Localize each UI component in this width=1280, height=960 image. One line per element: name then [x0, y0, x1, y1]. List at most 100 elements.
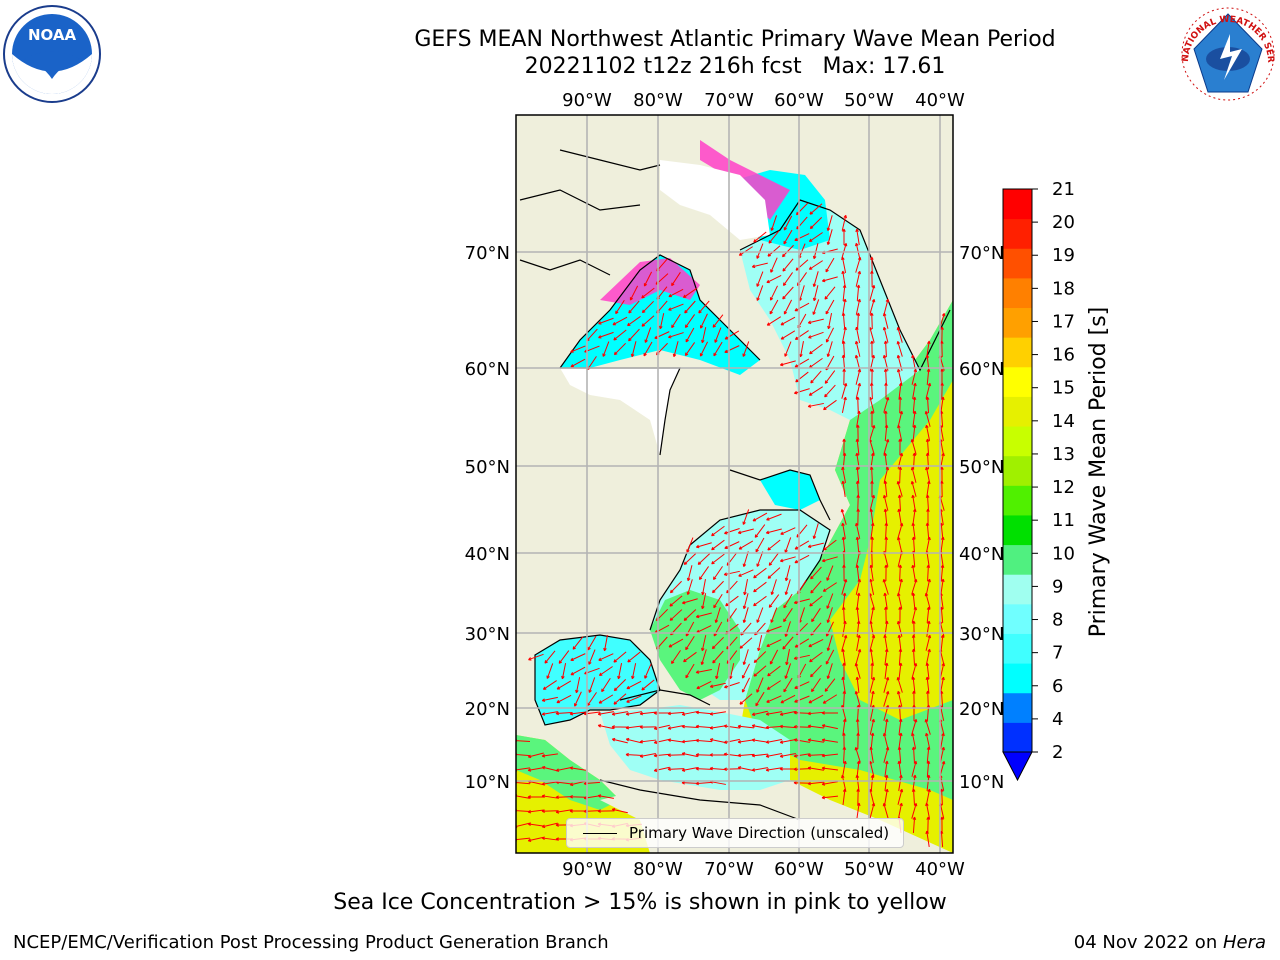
- wave-arrow: [912, 508, 917, 525]
- wave-arrow: [869, 508, 874, 525]
- wave-arrow: [869, 802, 876, 819]
- wave-arrow: [825, 257, 835, 273]
- wave-arrow: [685, 663, 695, 679]
- wave-arrow: [700, 649, 707, 666]
- wave-arrow: [669, 595, 683, 607]
- wave-arrow: [561, 663, 567, 680]
- wave-arrow: [811, 608, 821, 623]
- wave-arrow: [611, 725, 629, 729]
- colorbar-segment: [1003, 603, 1032, 634]
- wave-arrow: [856, 494, 860, 512]
- wave-arrow: [570, 666, 586, 676]
- wave-arrow: [739, 693, 753, 705]
- wave-arrow: [911, 494, 916, 511]
- wave-arrow: [598, 666, 613, 677]
- wave-arrow: [808, 694, 824, 704]
- map-legend: Primary Wave Direction (unscaled): [566, 818, 904, 848]
- wave-arrow: [541, 836, 558, 841]
- wave-arrow: [697, 553, 711, 565]
- wave-arrow: [823, 539, 837, 551]
- wave-arrow: [824, 370, 836, 384]
- colorbar-tick-label: 17: [1052, 311, 1075, 332]
- wave-arrow: [695, 724, 713, 729]
- wave-arrow: [625, 752, 643, 757]
- hudson-no-data: [560, 368, 680, 455]
- wave-arrow: [883, 690, 890, 707]
- wave-arrow: [884, 410, 888, 428]
- wave-arrow: [765, 739, 782, 744]
- wave-arrow: [869, 312, 874, 330]
- wave-arrow: [753, 651, 767, 664]
- wave-arrow: [808, 232, 823, 242]
- wave-arrow: [912, 620, 916, 638]
- wave-arrow: [780, 330, 796, 340]
- wave-arrow: [821, 276, 838, 283]
- wave-arrow: [575, 677, 581, 694]
- wave-arrow: [842, 662, 846, 680]
- wave-arrow: [603, 635, 608, 652]
- wave-arrow: [925, 830, 930, 847]
- wave-arrow: [855, 438, 860, 456]
- wave-arrow: [807, 738, 824, 743]
- wave-arrow: [783, 229, 793, 245]
- wave-arrow: [911, 676, 916, 694]
- wave-arrow: [555, 711, 573, 716]
- wave-arrow: [641, 315, 655, 327]
- wave-arrow: [541, 711, 558, 716]
- wave-arrow: [794, 638, 810, 648]
- wave-arrow: [628, 300, 640, 314]
- wave-arrow: [821, 753, 839, 758]
- wave-arrow: [767, 567, 781, 579]
- wave-arrow: [611, 711, 628, 716]
- colorbar-segment: [1003, 455, 1032, 486]
- wave-arrow: [883, 676, 890, 693]
- colorbar-segment: [1003, 396, 1032, 427]
- wave-arrow: [870, 690, 875, 707]
- wave-arrow: [598, 694, 614, 704]
- colorbar-segment: [1003, 277, 1032, 309]
- wave-arrow: [555, 809, 572, 814]
- wave-arrow: [683, 651, 697, 663]
- wave-arrow: [912, 396, 917, 414]
- wave-arrow: [695, 612, 712, 619]
- wave-arrow: [541, 809, 559, 813]
- wave-arrow: [870, 410, 874, 428]
- arctic-no-data: [660, 160, 770, 240]
- wave-arrow: [926, 480, 931, 497]
- wave-arrow: [738, 540, 754, 550]
- wave-arrow: [856, 760, 861, 778]
- wave-arrow: [653, 753, 671, 758]
- wave-arrow: [939, 746, 945, 763]
- wave-arrow: [682, 288, 697, 299]
- wave-arrow: [641, 287, 655, 299]
- wave-arrow: [870, 368, 874, 386]
- wave-arrow: [855, 396, 860, 414]
- lon-labels-top: 90°W 80°W 70°W 60°W 50°W 40°W: [562, 90, 965, 111]
- wave-arrow: [723, 570, 740, 576]
- wave-arrow: [884, 760, 889, 777]
- wave-arrow: [570, 358, 586, 368]
- wave-arrow: [869, 424, 876, 441]
- wave-arrow: [765, 725, 783, 730]
- wave-arrow: [911, 662, 918, 679]
- wave-arrow: [793, 767, 811, 772]
- wave-arrow: [527, 752, 544, 759]
- wave-arrow: [668, 288, 684, 298]
- wave-arrow: [681, 739, 699, 744]
- colorbar-segment: [1003, 189, 1032, 220]
- wave-arrow: [884, 424, 889, 442]
- wave-arrow: [753, 581, 767, 593]
- wave-arrow: [659, 313, 665, 330]
- wave-arrow: [783, 215, 793, 231]
- footer-credit: NCEP/EMC/Verification Post Processing Pr…: [13, 932, 609, 953]
- wave-arrow: [644, 327, 652, 343]
- wave-arrow: [826, 635, 833, 652]
- wave-arrow: [822, 582, 837, 592]
- wave-arrow: [541, 781, 558, 786]
- wave-arrow: [742, 509, 750, 525]
- wave-arrow: [898, 662, 903, 680]
- wave-arrow: [827, 313, 833, 330]
- colorbar-tick-label: 19: [1052, 245, 1075, 266]
- wave-arrow: [625, 737, 642, 744]
- wave-arrow: [910, 466, 917, 483]
